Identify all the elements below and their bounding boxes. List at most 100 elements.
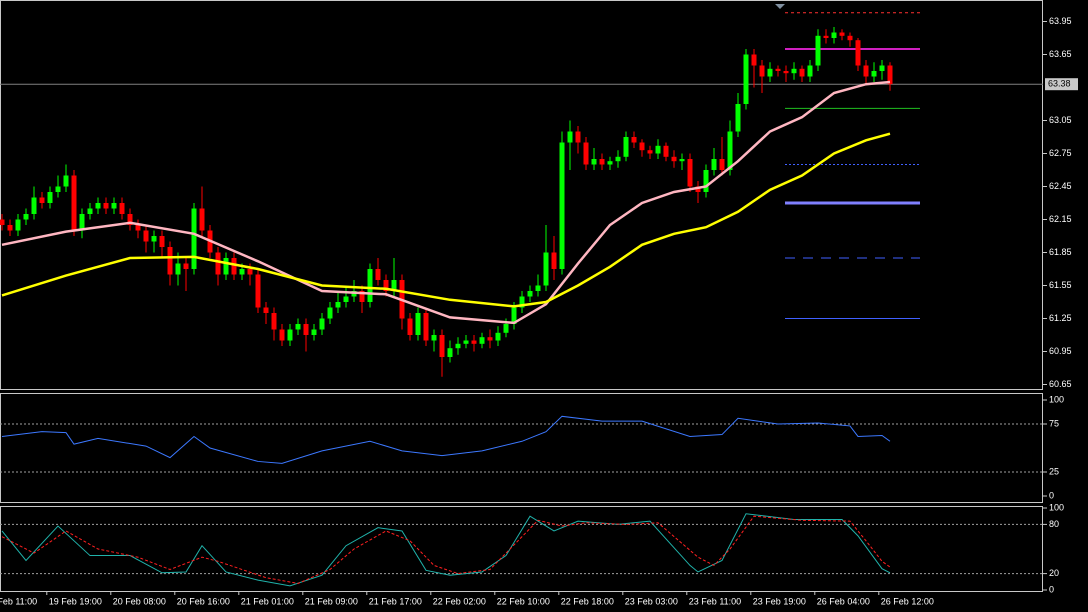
candle-body — [583, 142, 589, 165]
candle-body — [815, 35, 821, 66]
candle-body — [103, 203, 109, 209]
candle-body — [879, 65, 885, 71]
candle-body — [87, 208, 93, 214]
candle-body — [71, 175, 77, 231]
candle-body — [679, 159, 685, 162]
candle-body — [463, 340, 469, 344]
candle-body — [647, 150, 653, 154]
candle-body — [0, 219, 5, 225]
x-tick-label: 23 Feb 11:00 — [689, 596, 741, 606]
candle-body — [735, 104, 741, 132]
candle-body — [439, 335, 445, 357]
candle-body — [527, 291, 533, 297]
candle-body — [863, 65, 869, 77]
candle-body — [575, 131, 581, 143]
candle-body — [231, 258, 237, 275]
candle-body — [375, 269, 381, 280]
candle-body — [47, 192, 53, 203]
candle-body — [447, 348, 453, 357]
candle-body — [407, 318, 413, 335]
candle-body — [839, 32, 845, 36]
y-tick-label: 63.95 — [1049, 16, 1072, 26]
y-tick-label: 62.15 — [1049, 214, 1072, 224]
candle-body — [391, 280, 397, 291]
candle-body — [191, 208, 197, 269]
candle-body — [455, 343, 461, 349]
candle-body — [159, 236, 165, 247]
candle-body — [327, 307, 333, 319]
candle-body — [543, 252, 549, 286]
candle-body — [775, 68, 781, 71]
y-tick-label: 100 — [1049, 502, 1064, 512]
candle-body — [743, 54, 749, 104]
candle-body — [367, 269, 373, 302]
x-tick-label: 19 Feb 11:00 — [0, 596, 37, 606]
candle-body — [847, 35, 853, 41]
x-tick-label: 19 Feb 19:00 — [49, 596, 102, 606]
candle-body — [471, 340, 477, 344]
candle-body — [15, 219, 21, 231]
candle-body — [631, 137, 637, 143]
candle-body — [519, 296, 525, 308]
candle-body — [151, 236, 157, 242]
indicator-line — [1, 415, 891, 464]
candle-body — [167, 247, 173, 275]
candle-body — [239, 269, 245, 275]
candle-body — [263, 307, 269, 313]
candle-body — [695, 186, 701, 192]
candle-body — [287, 329, 293, 341]
candle-body — [495, 332, 501, 341]
y-tick-label: 62.75 — [1049, 148, 1072, 158]
candle-body — [855, 40, 861, 66]
candle-body — [887, 65, 893, 85]
current-price-box — [1045, 78, 1078, 91]
candle-body — [383, 280, 389, 291]
candle-body — [95, 203, 101, 209]
x-tick-label: 21 Feb 17:00 — [369, 596, 422, 606]
candle-body — [831, 32, 837, 38]
candle-body — [607, 161, 613, 165]
marker — [775, 4, 785, 9]
y-tick-label: 62.45 — [1049, 181, 1072, 191]
candle-body — [111, 203, 117, 209]
candle-body — [23, 214, 29, 220]
current-price-label: 63.38 — [1048, 79, 1071, 89]
y-tick-label: 61.85 — [1049, 247, 1072, 257]
y-tick-label: 61.55 — [1049, 280, 1072, 290]
indicator-line — [1, 513, 891, 587]
candle-body — [807, 65, 813, 77]
stochastic-panel — [0, 506, 1043, 592]
y-tick-label: 0 — [1049, 584, 1054, 594]
x-tick-label: 20 Feb 16:00 — [177, 596, 230, 606]
candle-body — [487, 337, 493, 341]
x-tick-label: 22 Feb 02:00 — [433, 596, 486, 606]
candle-body — [135, 225, 141, 231]
candle-body — [415, 313, 421, 335]
candle-body — [423, 313, 429, 341]
candle-body — [551, 252, 557, 269]
candle-body — [431, 335, 437, 341]
moving-average — [1, 132, 891, 308]
candle-body — [719, 159, 725, 170]
candle-body — [55, 186, 61, 192]
candle-body — [79, 214, 85, 231]
x-tick-label: 26 Feb 04:00 — [817, 596, 870, 606]
moving-average — [1, 80, 891, 325]
x-tick-label: 22 Feb 10:00 — [497, 596, 550, 606]
candle-body — [247, 269, 253, 275]
y-tick-label: 100 — [1049, 394, 1064, 404]
candle-body — [871, 71, 877, 77]
y-tick-label: 60.65 — [1049, 379, 1072, 389]
candle-body — [559, 142, 565, 269]
y-tick-label: 63.05 — [1049, 115, 1072, 125]
x-tick-label: 22 Feb 18:00 — [561, 596, 614, 606]
candle-body — [343, 296, 349, 302]
main-panel — [0, 0, 1043, 390]
indicator-line — [1, 515, 891, 584]
candle-body — [823, 35, 829, 38]
x-tick-label: 21 Feb 01:00 — [241, 596, 294, 606]
candle-body — [687, 159, 693, 187]
y-tick-label: 20 — [1049, 568, 1059, 578]
